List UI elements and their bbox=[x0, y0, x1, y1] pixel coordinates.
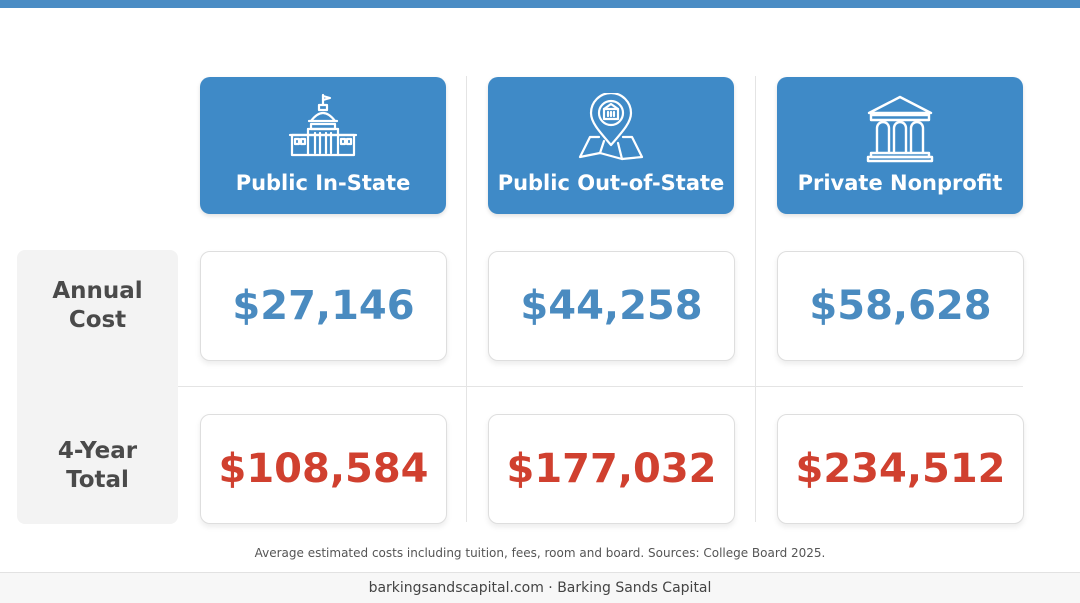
four-year-total-private-nonprofit: $234,512 bbox=[777, 414, 1024, 524]
footer-divider bbox=[0, 572, 1080, 573]
top-accent-bar bbox=[0, 0, 1080, 8]
capitol-building-icon bbox=[288, 93, 358, 157]
row-label-4-year-total: 4-Year Total bbox=[17, 437, 178, 495]
row-label-line: Annual bbox=[52, 278, 143, 304]
four-year-total-public-out-of-state: $177,032 bbox=[488, 414, 735, 524]
column-title: Public In-State bbox=[235, 171, 411, 195]
column-divider bbox=[466, 76, 467, 522]
row-label-annual-cost: Annual Cost bbox=[17, 277, 178, 335]
column-title: Private Nonprofit bbox=[797, 171, 1003, 195]
header-card-public-in-state: Public In-State bbox=[200, 77, 446, 214]
row-label-line: Cost bbox=[68, 307, 127, 333]
annual-cost-private-nonprofit: $58,628 bbox=[777, 251, 1024, 361]
row-divider bbox=[40, 386, 1023, 387]
row-label-panel bbox=[17, 250, 178, 524]
header-card-private-nonprofit: Private Nonprofit bbox=[777, 77, 1023, 214]
annual-cost-public-in-state: $27,146 bbox=[200, 251, 447, 361]
footer-credit: barkingsandscapital.com · Barking Sands … bbox=[368, 580, 712, 596]
map-location-pin-icon bbox=[578, 93, 644, 161]
header-card-public-out-of-state: Public Out-of-State bbox=[488, 77, 734, 214]
classical-building-icon bbox=[866, 95, 934, 163]
footer-band bbox=[0, 573, 1080, 603]
row-label-line: Total bbox=[66, 467, 129, 493]
four-year-total-public-in-state: $108,584 bbox=[200, 414, 447, 524]
row-label-line: 4-Year bbox=[57, 438, 138, 464]
column-divider bbox=[755, 76, 756, 522]
sources-footnote: Average estimated costs including tuitio… bbox=[254, 546, 826, 560]
annual-cost-public-out-of-state: $44,258 bbox=[488, 251, 735, 361]
column-title: Public Out-of-State bbox=[497, 171, 725, 195]
